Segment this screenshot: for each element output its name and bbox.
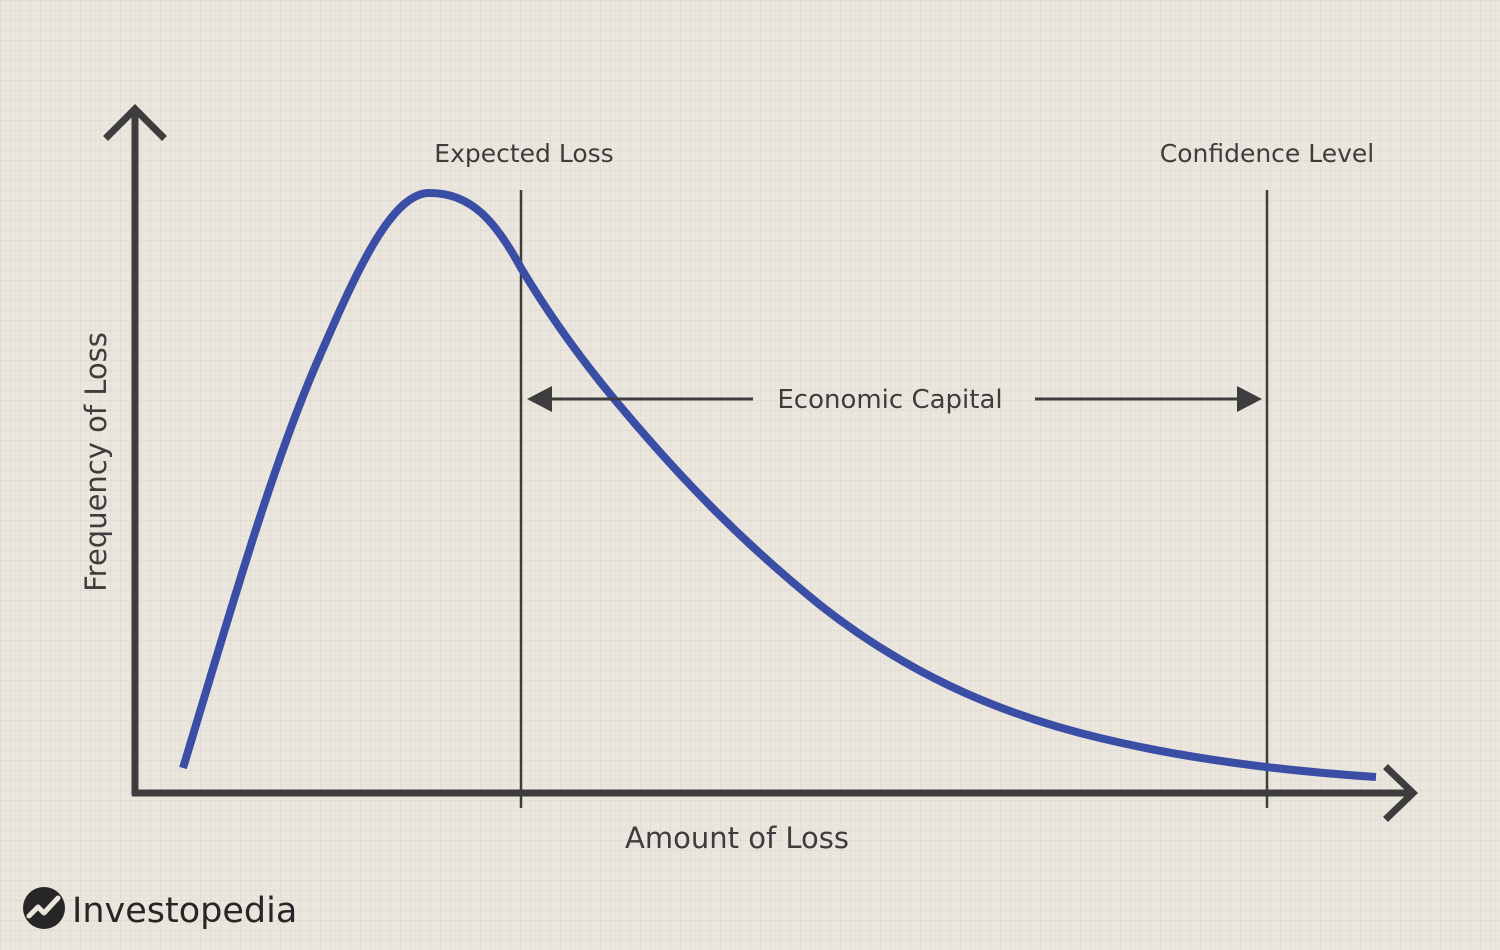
logo-text: Investopedia bbox=[72, 891, 297, 931]
investopedia-logo-icon bbox=[23, 887, 65, 929]
investopedia-logo: Investopedia bbox=[23, 887, 297, 931]
loss-distribution-curve bbox=[179, 188, 1377, 781]
economic-capital-arrowhead-left bbox=[527, 386, 552, 412]
y-axis-label: Frequency of Loss bbox=[79, 332, 113, 592]
y-axis-arrowhead bbox=[103, 104, 167, 141]
y-axis bbox=[103, 104, 167, 795]
economic-capital-arrow bbox=[527, 386, 1262, 412]
expected-loss-label: Expected Loss bbox=[434, 139, 613, 168]
x-axis-label: Amount of Loss bbox=[625, 821, 849, 855]
x-axis bbox=[132, 764, 1419, 822]
economic-capital-arrowhead-right bbox=[1237, 386, 1262, 412]
economic-capital-label: Economic Capital bbox=[777, 385, 1002, 415]
confidence-level-label: Confidence Level bbox=[1160, 139, 1375, 168]
x-axis-arrowhead bbox=[1383, 764, 1419, 822]
